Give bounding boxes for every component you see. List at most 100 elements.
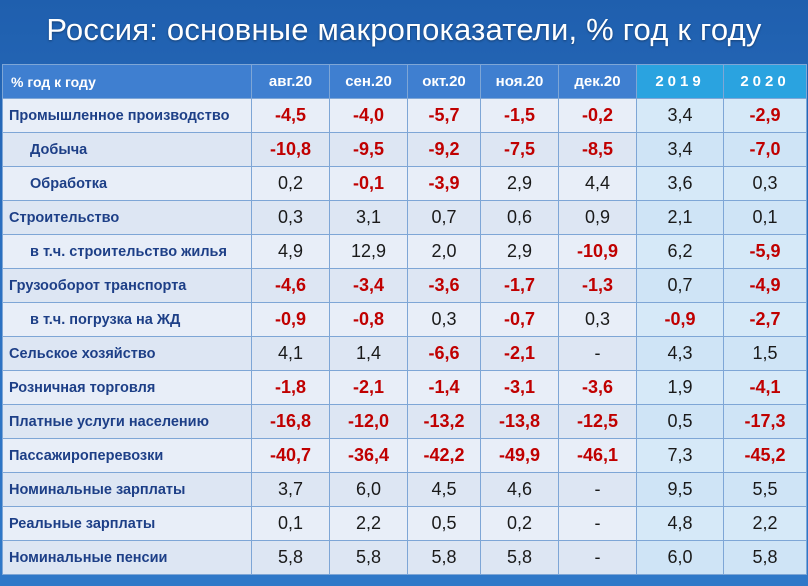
- value-cell: -5,9: [723, 234, 807, 269]
- value-cell: -: [558, 506, 637, 541]
- value-cell: -8,5: [558, 132, 637, 167]
- table-row: Реальные зарплаты 0,1 2,2 0,5 0,2-4,8 2,2: [2, 506, 807, 541]
- column-header-5: 2019: [636, 64, 724, 99]
- value-cell: 0,3: [407, 302, 481, 337]
- value-cell: -0,7: [480, 302, 559, 337]
- indicator-label: в т.ч. строительство жилья: [2, 234, 252, 269]
- value-cell: 5,8: [407, 540, 481, 575]
- value-cell: -3,6: [558, 370, 637, 405]
- indicator-label: в т.ч. погрузка на ЖД: [2, 302, 252, 337]
- table-row: Строительство 0,3 3,1 0,7 0,6 0,9 2,1 0,1: [2, 200, 807, 235]
- indicator-label: Обработка: [2, 166, 252, 201]
- value-cell: -12,0: [329, 404, 408, 439]
- table-body: Промышленное производство -4,5 -4,0 -5,7 -1,…: [2, 98, 807, 575]
- value-cell: -: [558, 336, 637, 371]
- table-row: Добыча -10,8 -9,5 -9,2 -7,5 -8,5 3,4 -7,0: [2, 132, 807, 167]
- value-cell: -1,3: [558, 268, 637, 303]
- value-cell: 4,8: [636, 506, 724, 541]
- value-cell: 4,1: [251, 336, 330, 371]
- value-cell: -1,8: [251, 370, 330, 405]
- table-row: Промышленное производство -4,5 -4,0 -5,7 -1,…: [2, 98, 807, 133]
- value-cell: -0,8: [329, 302, 408, 337]
- value-cell: -17,3: [723, 404, 807, 439]
- indicator-label: Розничная торговля: [2, 370, 252, 405]
- value-cell: -5,7: [407, 98, 481, 133]
- value-cell: -0,9: [251, 302, 330, 337]
- value-cell: -9,5: [329, 132, 408, 167]
- value-cell: 3,4: [636, 98, 724, 133]
- value-cell: -4,6: [251, 268, 330, 303]
- value-cell: 2,9: [480, 234, 559, 269]
- value-cell: 2,0: [407, 234, 481, 269]
- value-cell: 0,3: [251, 200, 330, 235]
- value-cell: -13,2: [407, 404, 481, 439]
- value-cell: -2,1: [480, 336, 559, 371]
- value-cell: 1,9: [636, 370, 724, 405]
- value-cell: -: [558, 472, 637, 507]
- value-cell: -3,9: [407, 166, 481, 201]
- indicator-label: Номинальные пенсии: [2, 540, 252, 575]
- value-cell: -3,1: [480, 370, 559, 405]
- value-cell: -4,1: [723, 370, 807, 405]
- indicator-label: Номинальные зарплаты: [2, 472, 252, 507]
- indicator-label: Грузооборот транспорта: [2, 268, 252, 303]
- value-cell: 6,0: [329, 472, 408, 507]
- value-cell: 4,4: [558, 166, 637, 201]
- value-cell: -3,6: [407, 268, 481, 303]
- column-header-3: ноя.20: [480, 64, 559, 99]
- indicator-label: Добыча: [2, 132, 252, 167]
- value-cell: 6,0: [636, 540, 724, 575]
- value-cell: 0,9: [558, 200, 637, 235]
- value-cell: 5,8: [480, 540, 559, 575]
- indicator-label: Сельское хозяйство: [2, 336, 252, 371]
- value-cell: -9,2: [407, 132, 481, 167]
- table-row: в т.ч. погрузка на ЖД -0,9 -0,8 0,3 -0,7 0,3-…: [2, 302, 807, 337]
- indicator-label: Строительство: [2, 200, 252, 235]
- value-cell: 0,2: [251, 166, 330, 201]
- value-cell: 9,5: [636, 472, 724, 507]
- value-cell: -45,2: [723, 438, 807, 473]
- value-cell: -13,8: [480, 404, 559, 439]
- value-cell: 1,4: [329, 336, 408, 371]
- value-cell: -10,9: [558, 234, 637, 269]
- value-cell: -2,9: [723, 98, 807, 133]
- value-cell: 4,9: [251, 234, 330, 269]
- value-cell: -2,1: [329, 370, 408, 405]
- macro-indicators-table: % год к году авг.20 сен.20 окт.20 ноя.20 дек…: [2, 64, 807, 575]
- column-header-1: сен.20: [329, 64, 408, 99]
- value-cell: 5,8: [251, 540, 330, 575]
- value-cell: -: [558, 540, 637, 575]
- value-cell: 2,2: [723, 506, 807, 541]
- value-cell: -36,4: [329, 438, 408, 473]
- value-cell: -49,9: [480, 438, 559, 473]
- value-cell: 3,1: [329, 200, 408, 235]
- value-cell: -6,6: [407, 336, 481, 371]
- value-cell: -12,5: [558, 404, 637, 439]
- indicator-label: Пассажироперевозки: [2, 438, 252, 473]
- value-cell: 0,1: [723, 200, 807, 235]
- value-cell: 5,5: [723, 472, 807, 507]
- value-cell: -4,9: [723, 268, 807, 303]
- value-cell: 4,5: [407, 472, 481, 507]
- value-cell: 0,2: [480, 506, 559, 541]
- table-header-row: % год к году авг.20 сен.20 окт.20 ноя.20 дек…: [2, 64, 807, 99]
- value-cell: -1,7: [480, 268, 559, 303]
- table-row: Пассажироперевозки -40,7 -36,4 -42,2 -49,9 -4…: [2, 438, 807, 473]
- value-cell: -1,4: [407, 370, 481, 405]
- value-cell: -2,7: [723, 302, 807, 337]
- value-cell: -42,2: [407, 438, 481, 473]
- indicator-label: Реальные зарплаты: [2, 506, 252, 541]
- value-cell: -7,0: [723, 132, 807, 167]
- value-cell: -46,1: [558, 438, 637, 473]
- column-header-2: окт.20: [407, 64, 481, 99]
- value-cell: 5,8: [723, 540, 807, 575]
- value-cell: -4,5: [251, 98, 330, 133]
- value-cell: -0,9: [636, 302, 724, 337]
- value-cell: 2,1: [636, 200, 724, 235]
- column-header-6: 2020: [723, 64, 807, 99]
- table-row: Номинальные пенсии 5,8 5,8 5,8 5,8-6,0 5,8: [2, 540, 807, 575]
- column-header-4: дек.20: [558, 64, 637, 99]
- value-cell: 0,3: [723, 166, 807, 201]
- table-row: Номинальные зарплаты 3,7 6,0 4,5 4,6-9,5 5,5: [2, 472, 807, 507]
- value-cell: -0,1: [329, 166, 408, 201]
